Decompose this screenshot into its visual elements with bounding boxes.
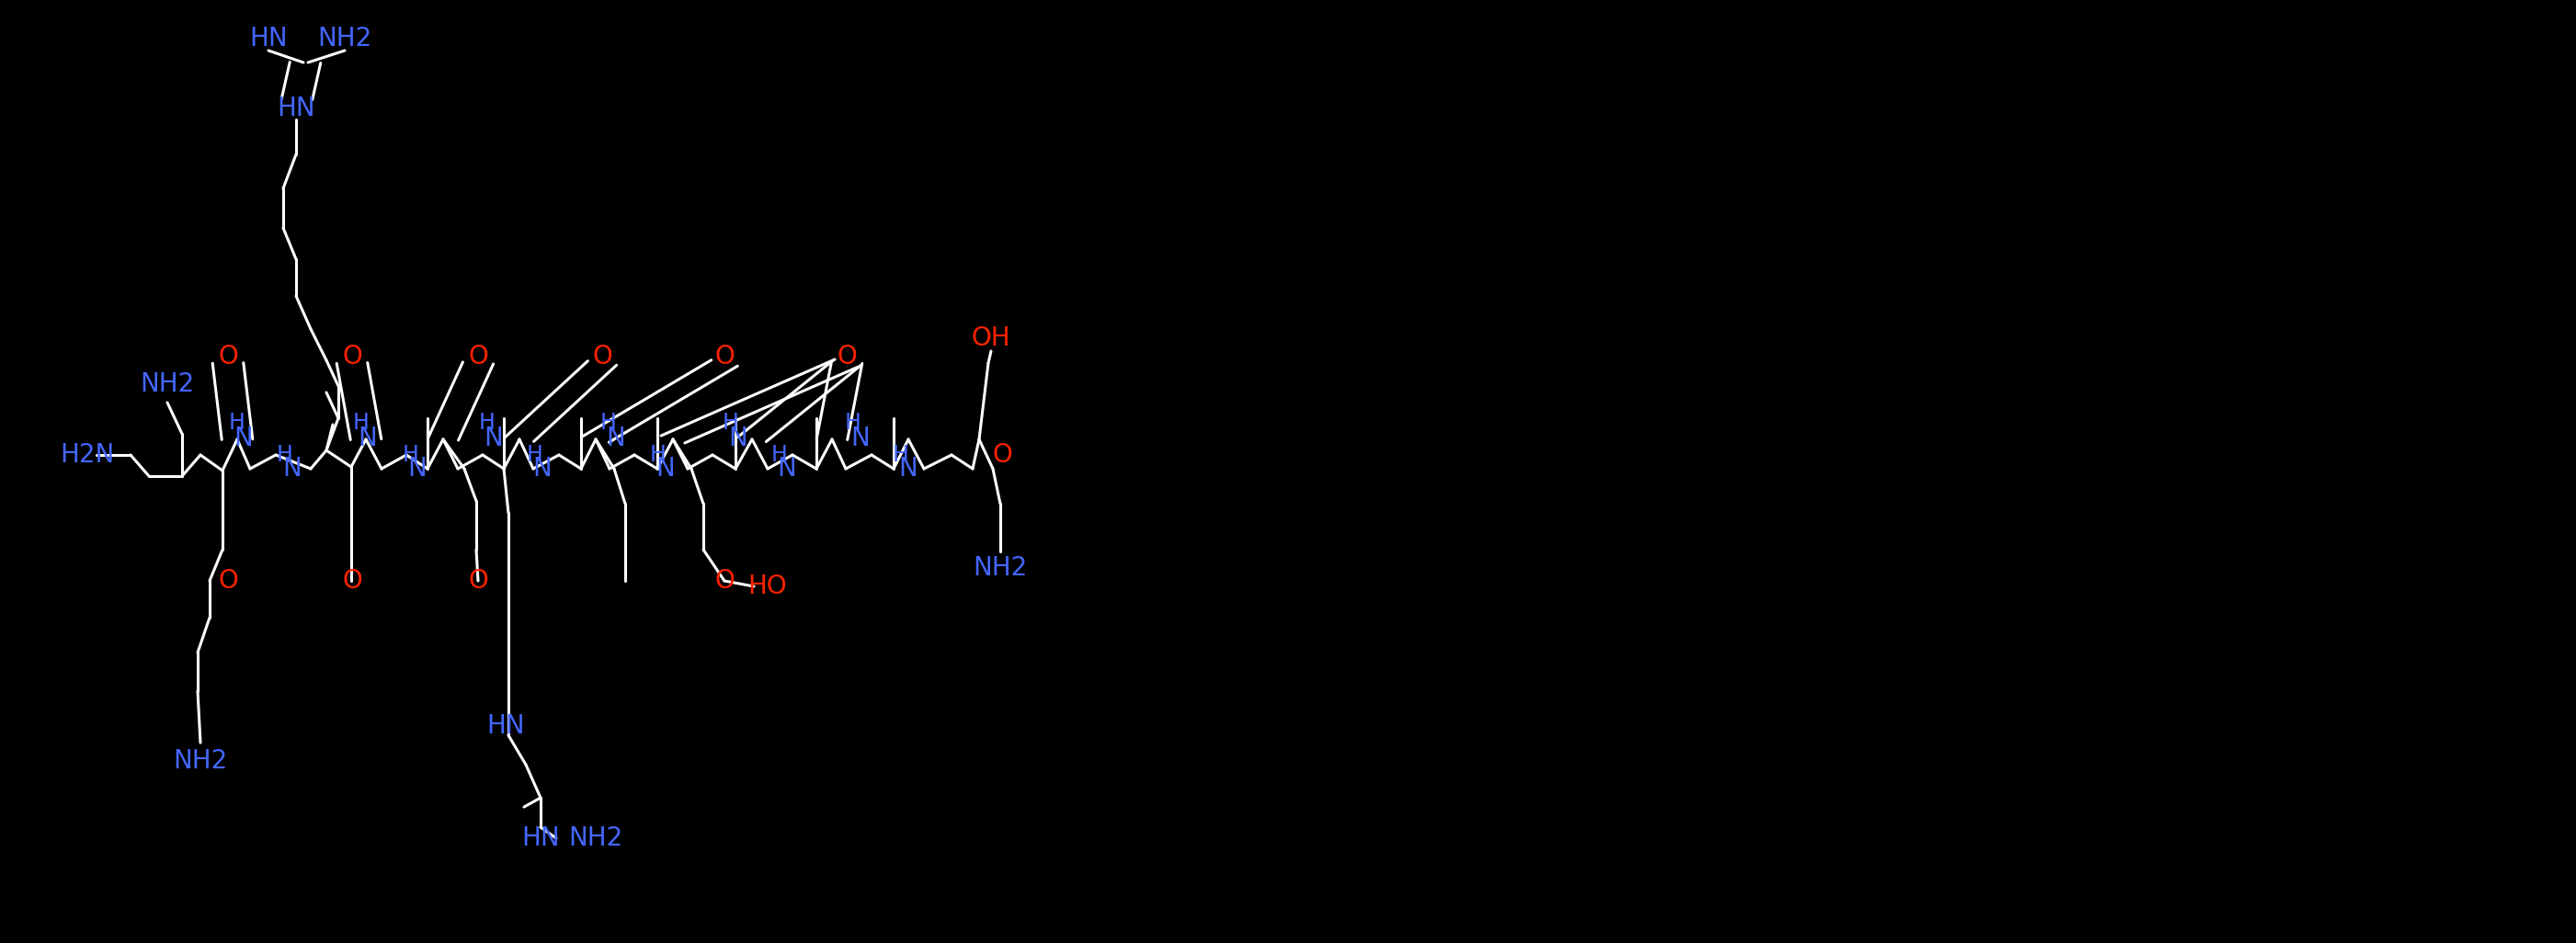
Text: N: N bbox=[234, 425, 252, 452]
Text: NH2: NH2 bbox=[139, 372, 196, 397]
Text: H: H bbox=[276, 444, 294, 466]
Text: O: O bbox=[714, 568, 734, 594]
Text: OH: OH bbox=[971, 325, 1010, 351]
Text: HN: HN bbox=[276, 95, 314, 122]
Text: H: H bbox=[649, 444, 667, 466]
Text: N: N bbox=[484, 425, 502, 452]
Text: H: H bbox=[845, 412, 860, 434]
Text: H: H bbox=[600, 412, 616, 434]
Text: H: H bbox=[353, 412, 368, 434]
Text: H: H bbox=[770, 444, 788, 466]
Text: O: O bbox=[837, 344, 858, 370]
Text: N: N bbox=[899, 455, 917, 482]
Text: O: O bbox=[343, 568, 363, 594]
Text: H: H bbox=[402, 444, 420, 466]
Text: H: H bbox=[724, 412, 739, 434]
Text: H: H bbox=[528, 444, 544, 466]
Text: HO: HO bbox=[747, 573, 788, 599]
Text: NH2: NH2 bbox=[569, 825, 623, 852]
Text: N: N bbox=[283, 455, 301, 482]
Text: N: N bbox=[657, 455, 675, 482]
Text: N: N bbox=[358, 425, 376, 452]
Text: O: O bbox=[992, 442, 1012, 468]
Text: O: O bbox=[219, 568, 237, 594]
Text: N: N bbox=[605, 425, 626, 452]
Text: N: N bbox=[850, 425, 871, 452]
Text: HN: HN bbox=[487, 713, 526, 739]
Text: H: H bbox=[229, 412, 245, 434]
Text: O: O bbox=[714, 344, 734, 370]
Text: O: O bbox=[469, 344, 487, 370]
Text: O: O bbox=[469, 568, 487, 594]
Text: N: N bbox=[533, 455, 551, 482]
Text: NH2: NH2 bbox=[317, 25, 371, 52]
Text: O: O bbox=[343, 344, 363, 370]
Text: H: H bbox=[479, 412, 495, 434]
Text: N: N bbox=[407, 455, 428, 482]
Text: HN: HN bbox=[250, 25, 289, 52]
Text: H2N: H2N bbox=[59, 442, 113, 468]
Text: N: N bbox=[729, 425, 747, 452]
Text: HN: HN bbox=[520, 825, 559, 852]
Text: NH2: NH2 bbox=[974, 555, 1028, 581]
Text: H: H bbox=[894, 444, 909, 466]
Text: N: N bbox=[778, 455, 796, 482]
Text: O: O bbox=[592, 344, 613, 370]
Text: NH2: NH2 bbox=[173, 748, 227, 774]
Text: O: O bbox=[219, 344, 237, 370]
